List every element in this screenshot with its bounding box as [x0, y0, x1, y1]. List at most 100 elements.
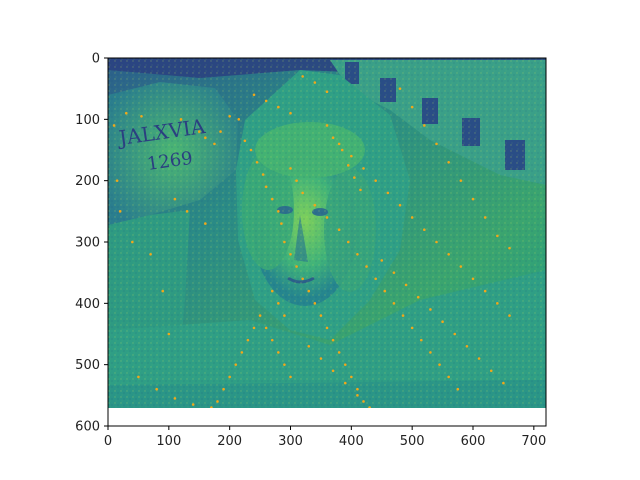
keypoint [204, 222, 207, 225]
keypoint [356, 252, 359, 256]
keypoint [453, 332, 457, 336]
keypoint [374, 179, 377, 182]
texture-overlay [108, 58, 546, 408]
keypoint [353, 176, 356, 179]
keypoint [307, 289, 311, 293]
keypoint [289, 167, 292, 170]
keypoint [277, 210, 280, 213]
keypoint [112, 124, 116, 127]
keypoint [489, 369, 493, 373]
keypoint [155, 387, 158, 391]
keypoint [270, 197, 274, 201]
keypoint [234, 363, 238, 366]
keypoint [277, 302, 280, 305]
keypoint [243, 139, 247, 143]
keypoint [423, 124, 426, 127]
keypoint [179, 118, 183, 121]
x-tick-label: 700 [521, 434, 546, 449]
keypoint [289, 111, 292, 115]
keypoint [346, 240, 350, 244]
keypoint [325, 326, 329, 330]
keypoint [435, 240, 438, 244]
keypoint [124, 111, 128, 115]
keypoint [401, 314, 405, 317]
keypoint [459, 265, 463, 268]
keypoint [459, 179, 463, 182]
keypoint [270, 338, 274, 342]
y-tick-label: 500 [75, 358, 100, 373]
keypoint [362, 167, 365, 170]
keypoint [429, 308, 432, 311]
keypoint [319, 314, 323, 317]
x-tick-label: 300 [278, 434, 303, 449]
keypoint [264, 326, 268, 330]
keypoint [331, 136, 335, 140]
keypoint [255, 160, 259, 164]
y-tick-label: 100 [75, 113, 100, 128]
x-tick-label: 400 [339, 434, 364, 449]
keypoint [277, 351, 280, 354]
keypoint [465, 344, 469, 348]
keypoint [380, 259, 384, 262]
keypoint [140, 114, 143, 118]
keypoint [383, 289, 387, 293]
keypoint [301, 277, 304, 281]
keypoint [398, 87, 402, 90]
keypoint [419, 338, 423, 342]
keypoint [362, 400, 365, 403]
keypoint [410, 326, 414, 330]
keypoint [337, 228, 341, 232]
keypoint [173, 397, 177, 400]
keypoint [210, 406, 213, 408]
x-tick-label: 600 [461, 434, 486, 449]
keypoint [447, 375, 450, 379]
keypoint [438, 363, 441, 366]
keypoint [359, 188, 362, 192]
keypoint [502, 381, 505, 385]
keypoint [416, 295, 420, 299]
keypoint [280, 222, 283, 225]
keypoint [301, 191, 304, 195]
keypoint [325, 216, 329, 219]
x-tick-label: 100 [156, 434, 181, 449]
keypoint [137, 375, 140, 379]
keypoint [483, 216, 487, 219]
keypoint [392, 271, 396, 274]
keypoint [356, 394, 359, 397]
keypoint [331, 369, 335, 373]
keypoint [368, 406, 371, 408]
keypoint [228, 375, 231, 379]
keypoint [197, 130, 201, 133]
keypoint [508, 246, 511, 250]
keypoint [456, 387, 460, 391]
keypoint [340, 148, 344, 152]
y-tick-label: 300 [75, 236, 100, 251]
keypoint [496, 302, 499, 305]
keypoint [219, 130, 222, 133]
keypoint [331, 338, 335, 342]
keypoint [343, 363, 347, 366]
keypoint [325, 90, 329, 94]
keypoint [319, 357, 323, 360]
keypoint [398, 203, 402, 207]
keypoint [429, 351, 432, 354]
keypoint [283, 314, 286, 317]
keypoint [307, 344, 311, 348]
keypoint [295, 179, 298, 182]
keypoint [246, 338, 250, 342]
x-tick-label: 200 [217, 434, 242, 449]
keypoint [337, 142, 341, 146]
keypoint [295, 265, 298, 268]
y-tick-label: 200 [75, 174, 100, 189]
keypoint [423, 228, 426, 232]
keypoint [325, 124, 329, 127]
keypoint [337, 351, 341, 354]
keypoint [301, 75, 304, 78]
y-tick-label: 400 [75, 297, 100, 312]
keypoint [447, 252, 450, 256]
keypoint [346, 164, 350, 167]
keypoint [258, 314, 262, 317]
x-tick-label: 0 [104, 434, 112, 449]
keypoint [249, 148, 253, 152]
